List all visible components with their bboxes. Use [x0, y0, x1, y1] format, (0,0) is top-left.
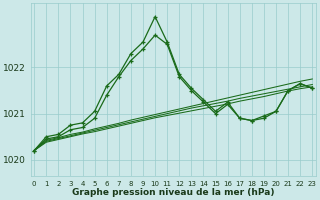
X-axis label: Graphe pression niveau de la mer (hPa): Graphe pression niveau de la mer (hPa) [72, 188, 275, 197]
